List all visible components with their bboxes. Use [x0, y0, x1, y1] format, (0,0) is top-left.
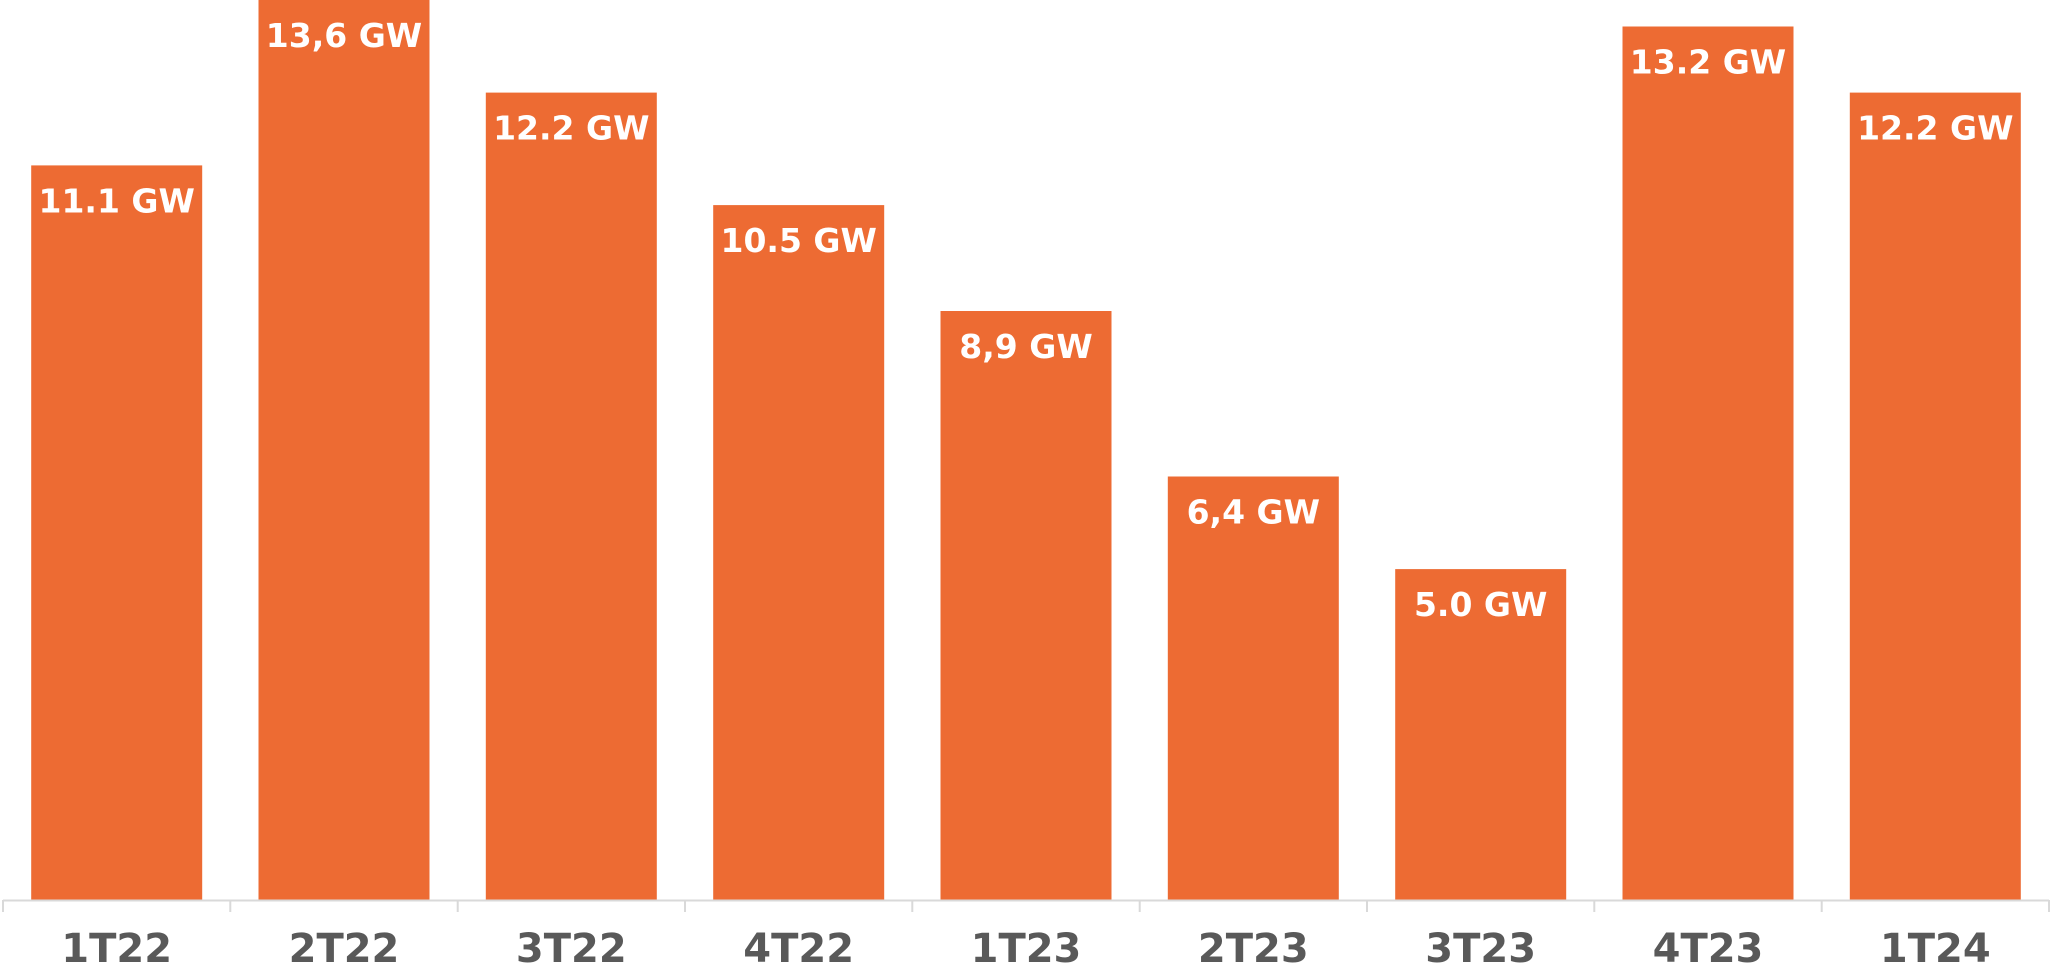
data-label-2T22: 13,6 GW	[266, 16, 422, 55]
data-label-3T23: 5.0 GW	[1414, 585, 1547, 624]
bar-4T23	[1622, 26, 1794, 900]
x-tick-label-2T23: 2T23	[1198, 926, 1309, 972]
bar-1T24	[1849, 92, 2021, 901]
data-labels-layer: 11.1 GW 13,6 GW 12.2 GW 10.5 GW 8,9 GW 6,4 GW…	[38, 16, 2013, 624]
bar-2T23	[1167, 476, 1339, 900]
data-label-1T24: 12.2 GW	[1857, 109, 2013, 148]
bar-1T22	[31, 165, 203, 900]
x-tick-label-1T23: 1T23	[971, 926, 1082, 972]
data-label-4T23: 13.2 GW	[1630, 43, 1786, 82]
x-tick-label-2T22: 2T22	[289, 926, 400, 972]
data-label-1T22: 11.1 GW	[38, 181, 194, 220]
bar-1T23	[940, 311, 1112, 900]
x-tick-label-3T22: 3T22	[516, 926, 627, 972]
data-label-1T23: 8,9 GW	[959, 327, 1092, 366]
bar-3T22	[485, 92, 657, 901]
data-label-4T22: 10.5 GW	[720, 221, 876, 260]
x-axis	[2, 899, 2050, 912]
x-tick-label-1T24: 1T24	[1880, 926, 1991, 972]
x-tick-label-4T23: 4T23	[1653, 926, 1764, 972]
data-label-3T22: 12.2 GW	[493, 109, 649, 148]
x-tick-labels: 1T22 2T22 3T22 4T22 1T23 2T23 3T23 4T23 1T24	[61, 926, 1990, 972]
x-tick-label-4T22: 4T22	[743, 926, 854, 972]
bar-2T22	[258, 0, 430, 900]
x-tick-label-3T23: 3T23	[1425, 926, 1536, 972]
bar-4T22	[713, 205, 885, 901]
bar-3T23	[1395, 569, 1567, 900]
x-tick-label-1T22: 1T22	[61, 926, 172, 972]
bars-layer	[31, 0, 2021, 901]
data-label-2T23: 6,4 GW	[1187, 493, 1320, 532]
